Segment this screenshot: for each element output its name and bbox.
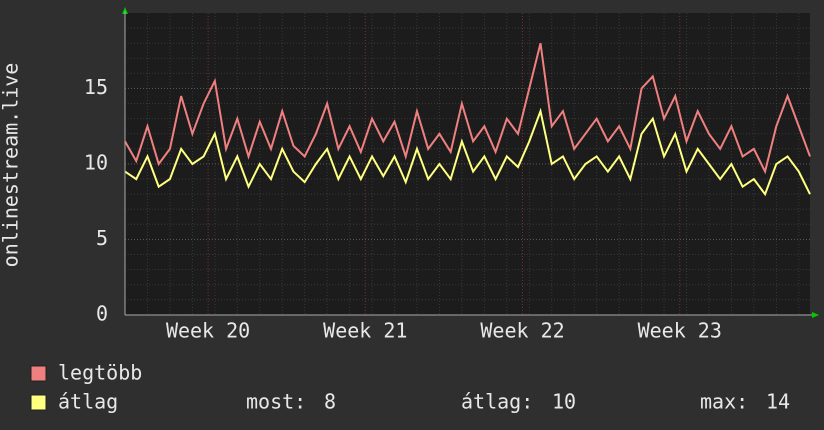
axis-arrow: [812, 312, 819, 318]
y-axis-title: onlinestream.live: [0, 63, 23, 268]
series-line: [124, 42, 811, 175]
series-line: [124, 107, 811, 197]
y-tick-label: 15: [84, 75, 108, 99]
stat-label: átlag:: [461, 390, 533, 414]
legend-label: átlag: [58, 390, 118, 414]
x-tick-label: Week 22: [480, 319, 564, 343]
stat-value: 8: [324, 390, 336, 414]
x-tick-label: Week 20: [166, 319, 250, 343]
x-tick-label: Week 23: [638, 319, 722, 343]
legend-swatch: [30, 365, 47, 382]
y-tick-label: 10: [84, 151, 108, 175]
x-tick-label: Week 21: [323, 319, 407, 343]
stat-label: max:: [700, 390, 748, 414]
axis-arrow: [122, 7, 128, 14]
y-tick-label: 5: [96, 226, 108, 250]
stat-label: most:: [246, 390, 306, 414]
legend-swatch: [30, 394, 47, 411]
stat-value: 14: [766, 390, 790, 414]
stat-value: 10: [552, 390, 576, 414]
y-tick-label: 0: [96, 302, 108, 326]
legend-label: legtöbb: [58, 361, 142, 385]
